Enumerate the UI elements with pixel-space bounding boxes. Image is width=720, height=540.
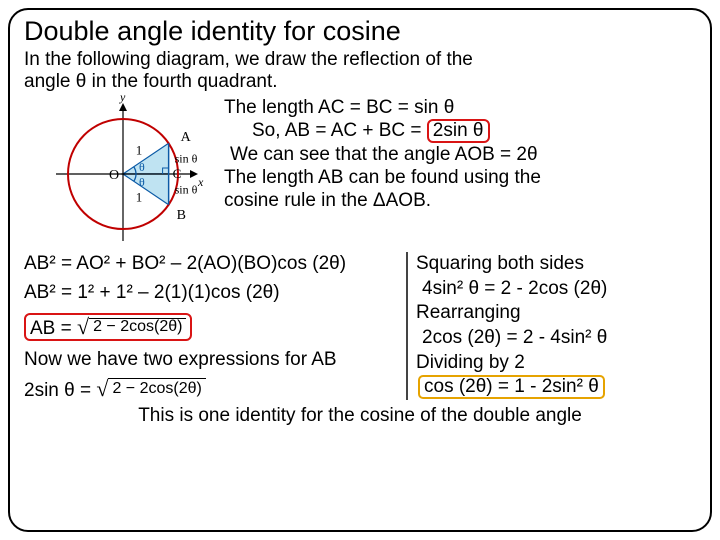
- derivation: AB² = AO² + BO² – 2(AO)(BO)cos (2θ) AB² …: [24, 252, 696, 403]
- svg-text:C: C: [173, 166, 182, 181]
- ab-sqrt-arg: 2 − 2cos(2θ): [89, 318, 186, 336]
- ab-cosine-rule-2: cosine rule in the ΔAOB.: [224, 189, 541, 212]
- dividing-label: Dividing by 2: [416, 351, 696, 376]
- ab-sum-text: So, AB = AC + BC =: [252, 120, 427, 141]
- squared-eq: 4sin² θ = 2 - 2cos (2θ): [416, 277, 696, 302]
- svg-text:O: O: [109, 168, 119, 183]
- derivation-right: Squaring both sides 4sin² θ = 2 - 2cos (…: [406, 252, 696, 400]
- intro-line2: angle θ in the fourth quadrant.: [24, 71, 278, 92]
- svg-text:1: 1: [136, 189, 143, 204]
- angle-aob: We can see that the angle AOB = 2θ: [224, 143, 541, 166]
- identity-box: cos (2θ) = 1 - 2sin² θ: [418, 375, 605, 399]
- two-sin-sqrt-arg: 2 − 2cos(2θ): [108, 378, 205, 400]
- derivation-left: AB² = AO² + BO² – 2(AO)(BO)cos (2θ) AB² …: [24, 252, 404, 403]
- svg-text:x: x: [197, 175, 204, 189]
- svg-text:sin θ: sin θ: [175, 151, 198, 165]
- radical-icon: √: [77, 315, 89, 338]
- ab-sqrt-box: AB = √2 − 2cos(2θ): [24, 313, 192, 341]
- intro-line1: In the following diagram, we draw the re…: [24, 49, 473, 70]
- cos-rule-expand: AB² = AO² + BO² – 2(AO)(BO)cos (2θ): [24, 252, 404, 277]
- radical-icon-2: √: [96, 375, 108, 404]
- ab-2sin-box: 2sin θ: [427, 119, 490, 143]
- two-sin-eq: 2sin θ =: [24, 380, 96, 401]
- cos-rule-subst: AB² = 1² + 1² – 2(1)(1)cos (2θ): [24, 281, 404, 306]
- svg-text:θ: θ: [139, 160, 145, 174]
- svg-text:θ: θ: [139, 175, 145, 189]
- rearranging-label: Rearranging: [416, 301, 696, 326]
- svg-text:B: B: [177, 208, 186, 223]
- svg-text:1: 1: [136, 142, 143, 157]
- two-expr-text: Now we have two expressions for AB: [24, 348, 404, 373]
- ab-eq: AB =: [30, 318, 77, 339]
- diagram-explanation: The length AC = BC = sin θ So, AB = AC +…: [224, 96, 541, 213]
- svg-text:sin θ: sin θ: [175, 182, 198, 196]
- svg-text:A: A: [181, 130, 192, 145]
- page-title: Double angle identity for cosine: [24, 16, 696, 47]
- rearranged-eq: 2cos (2θ) = 2 - 4sin² θ: [416, 326, 696, 351]
- len-ac-bc: The length AC = BC: [224, 97, 398, 118]
- conclusion-text: This is one identity for the cosine of t…: [24, 405, 696, 427]
- intro-text: In the following diagram, we draw the re…: [24, 49, 696, 94]
- unit-circle-diagram: OABC11sin θsin θxyθθ: [38, 94, 218, 252]
- eq-sin: = sin θ: [398, 97, 455, 118]
- svg-text:y: y: [119, 94, 126, 104]
- squaring-label: Squaring both sides: [416, 252, 696, 277]
- ab-cosine-rule-1: The length AB can be found using the: [224, 166, 541, 189]
